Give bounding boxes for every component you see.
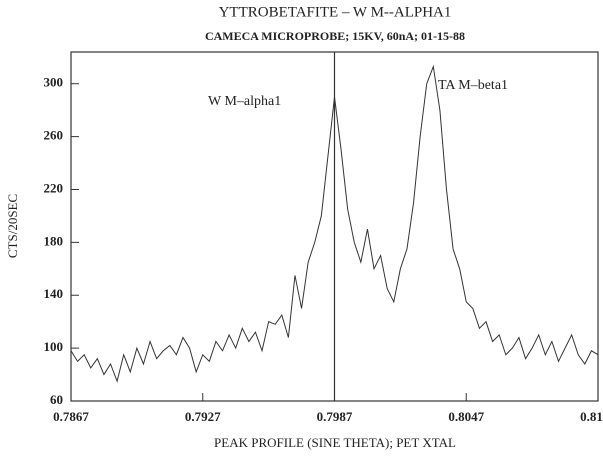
chart-title: YTTROBETAFITE – W M--ALPHA1 <box>219 4 452 20</box>
y-tick-label: 260 <box>44 128 64 143</box>
annotation: TA M–beta1 <box>438 78 508 93</box>
annotation: W M–alpha1 <box>208 94 281 109</box>
data-line <box>70 64 599 383</box>
x-axis-label: PEAK PROFILE (SINE THETA); PET XTAL <box>214 435 456 450</box>
x-tick-label: 0.8107 <box>580 409 603 424</box>
y-tick-label: 180 <box>44 233 64 248</box>
y-tick-label: 60 <box>50 392 63 407</box>
x-tick-label: 0.7867 <box>53 409 89 424</box>
x-tick-label: 0.7927 <box>185 409 221 424</box>
y-tick-label: 220 <box>44 180 64 195</box>
y-tick-label: 100 <box>44 339 64 354</box>
y-tick-label: 300 <box>44 75 64 90</box>
y-axis-label: CTS/20SEC <box>5 194 20 258</box>
chart-subtitle: CAMECA MICROPROBE; 15KV, 60nA; 01-15-88 <box>205 29 465 43</box>
x-tick-label: 0.8047 <box>448 409 484 424</box>
x-tick-label: 0.7987 <box>317 409 353 424</box>
y-tick-label: 140 <box>44 286 64 301</box>
